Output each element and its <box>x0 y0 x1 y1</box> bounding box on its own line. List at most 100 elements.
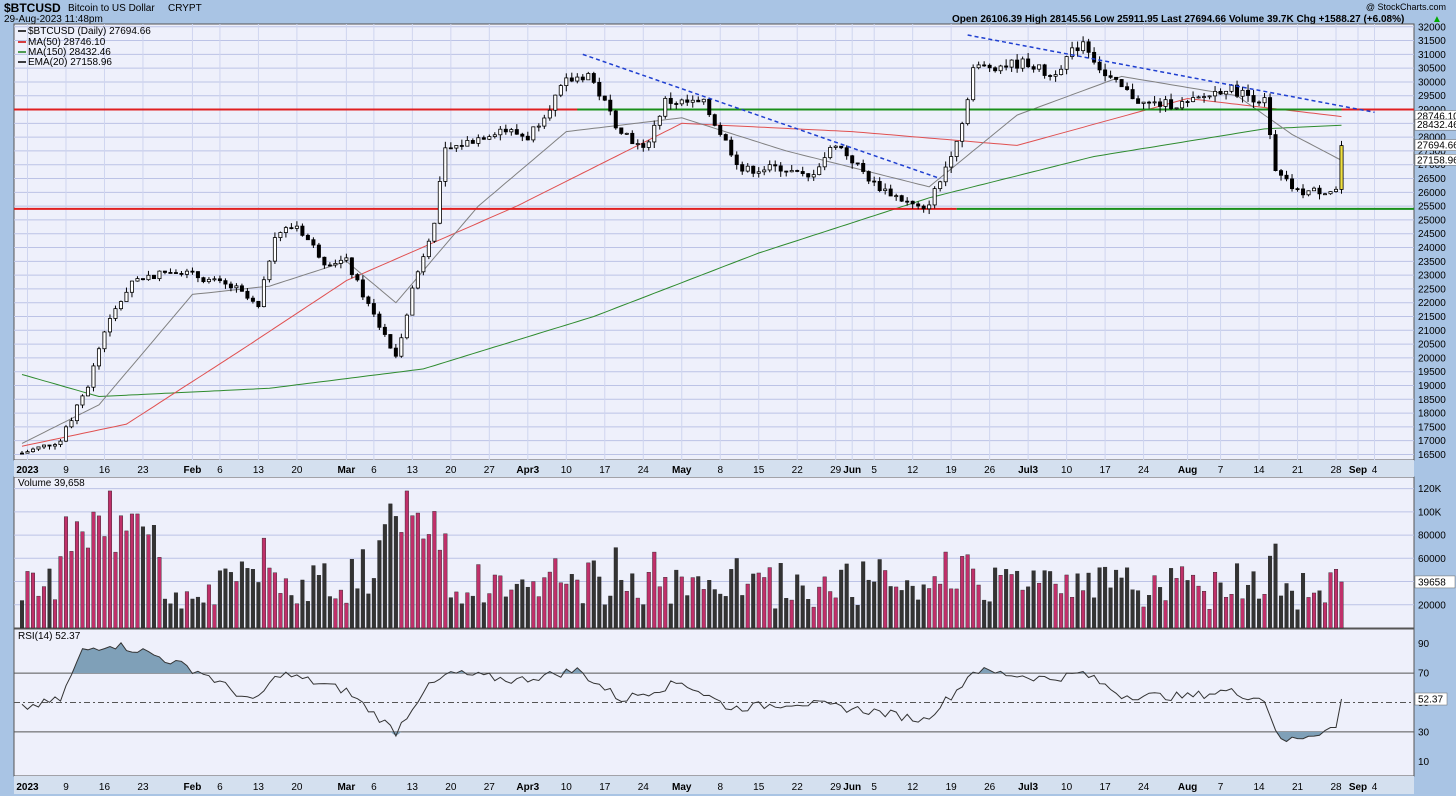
price-tick-label: 19500 <box>1418 367 1446 378</box>
x-tick-label: 22 <box>792 465 804 476</box>
volume-bar <box>492 574 497 629</box>
volume-bar <box>734 558 739 629</box>
price-tick-label: 19000 <box>1418 381 1446 392</box>
candle-body <box>982 64 987 67</box>
candle-body <box>1103 69 1108 77</box>
volume-bar <box>833 597 838 629</box>
candle-body <box>894 195 899 198</box>
volume-bar <box>943 551 948 629</box>
candle-body <box>30 448 35 453</box>
volume-bar <box>212 604 217 629</box>
candle-body <box>916 203 921 207</box>
price-tick-label: 23000 <box>1418 271 1446 282</box>
candle-body <box>399 337 404 357</box>
candle-body <box>190 270 195 273</box>
candle-body <box>872 180 877 183</box>
x-tick-label: 23 <box>137 465 149 476</box>
x-tick-label: May <box>672 465 692 476</box>
candle-body <box>888 188 893 197</box>
volume-bar <box>327 596 332 629</box>
candle-body <box>102 331 107 350</box>
volume-bar <box>861 561 866 629</box>
candle-body <box>195 271 200 279</box>
volume-bar <box>1312 592 1317 629</box>
candle-body <box>619 127 624 134</box>
volume-bar <box>404 490 409 629</box>
x-axis-band-bottom <box>14 776 1414 794</box>
candle-body <box>745 165 750 172</box>
volume-bar <box>454 591 459 629</box>
volume-bar <box>1004 569 1009 629</box>
candle-body <box>542 117 547 127</box>
volume-bar <box>234 581 239 629</box>
candle-body <box>96 348 101 367</box>
candle-body <box>1240 89 1245 97</box>
volume-bar <box>1125 567 1130 629</box>
price-tag-label: 28746.10 <box>1417 112 1456 123</box>
candle-body <box>1097 61 1102 71</box>
volume-bar <box>1328 572 1333 629</box>
candle-body <box>1290 178 1295 190</box>
x-tick-label-bottom: 8 <box>717 782 723 793</box>
candle-body <box>349 257 354 275</box>
volume-bar <box>1108 587 1113 629</box>
candle-body <box>184 270 189 275</box>
candle-body <box>487 136 492 140</box>
candle-body <box>25 451 30 454</box>
candle-body <box>514 129 519 135</box>
volume-bar <box>470 595 475 629</box>
volume-bar <box>228 572 233 629</box>
candle-body <box>217 278 222 282</box>
volume-bar <box>278 593 283 629</box>
volume-bar <box>448 597 453 629</box>
volume-bar <box>685 595 690 629</box>
x-tick-label-bottom: 2023 <box>16 782 39 793</box>
x-tick-label: Mar <box>337 465 355 476</box>
x-tick-label-bottom: 6 <box>371 782 377 793</box>
candle-body <box>844 147 849 157</box>
volume-bar <box>674 569 679 629</box>
x-tick-label: 20 <box>445 465 457 476</box>
volume-bar <box>421 538 426 629</box>
candle-body <box>877 181 882 192</box>
candle-body <box>668 97 673 104</box>
x-tick-label-bottom: 15 <box>753 782 765 793</box>
price-tick-label: 16500 <box>1418 450 1446 461</box>
candle-body <box>151 274 156 280</box>
volume-bar <box>1273 543 1278 629</box>
volume-bar <box>751 573 756 629</box>
volume-bar <box>382 524 387 629</box>
candle-body <box>1235 84 1240 97</box>
candle-body <box>800 171 805 175</box>
candle-body <box>1009 59 1014 68</box>
volume-bar <box>1103 566 1108 629</box>
candle-body <box>201 277 206 283</box>
volume-bar <box>256 582 261 629</box>
volume-bar <box>1339 581 1344 629</box>
x-tick-label: 21 <box>1292 465 1304 476</box>
volume-bar <box>701 589 706 629</box>
volume-bar <box>1169 568 1174 629</box>
volume-bar <box>509 589 514 629</box>
candle-body <box>311 239 316 246</box>
candle-body <box>558 85 563 96</box>
candle-body <box>305 234 310 241</box>
volume-bar <box>547 571 552 629</box>
x-tick-label-bottom: Sep <box>1349 782 1367 793</box>
candle-body <box>454 145 459 149</box>
x-tick-label-bottom: Jul3 <box>1018 782 1038 793</box>
candle-body <box>657 115 662 126</box>
volume-bar <box>36 595 41 629</box>
volume-bar <box>569 574 574 629</box>
candle-body <box>1070 47 1075 57</box>
candle-body <box>866 171 871 182</box>
x-tick-label: 27 <box>484 465 496 476</box>
volume-bar <box>476 564 481 629</box>
volume-tick-label: 60000 <box>1418 554 1446 565</box>
x-tick-label: 2023 <box>16 465 39 476</box>
symbol-label: $BTCUSD <box>4 1 61 15</box>
candle-body <box>1185 101 1190 103</box>
volume-bar <box>690 577 695 629</box>
volume-bar <box>712 589 717 629</box>
